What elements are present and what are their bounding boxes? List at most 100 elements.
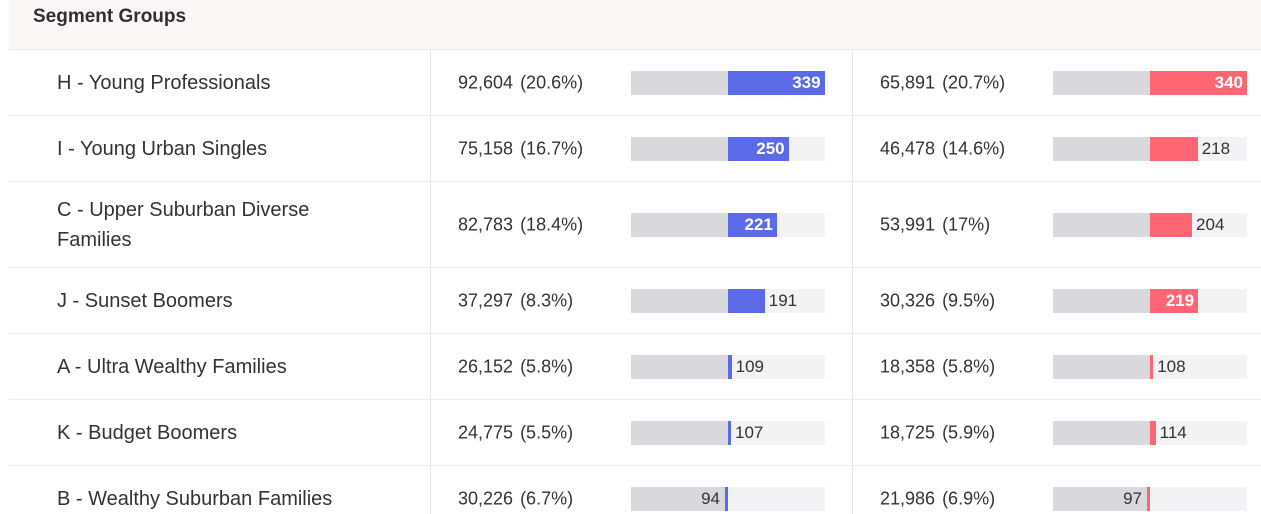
audience-b-count: 46,478 [880, 138, 936, 158]
audience-a-metric: 26,152 (5.8%) [458, 356, 573, 377]
audience-b-index-bar: 114 [1053, 420, 1247, 445]
segment-row[interactable]: K - Budget Boomers 24,775 (5.5%) 107 18,7… [9, 400, 1261, 466]
audience-b-index-value: 219 [1165, 290, 1195, 310]
audience-b-index-bar: 97 [1053, 486, 1247, 511]
segment-row[interactable]: I - Young Urban Singles 75,158 (16.7%) 25… [9, 116, 1261, 182]
audience-a-index-fill [728, 288, 765, 313]
audience-b-percent: (14.6%) [942, 138, 1006, 158]
audience-a-metric: 82,783 (18.4%) [458, 214, 583, 235]
column-divider [852, 116, 853, 181]
audience-a-index-fill [728, 354, 732, 379]
segment-row[interactable]: A - Ultra Wealthy Families 26,152 (5.8%) … [9, 334, 1261, 400]
segment-groups-panel: Segment Groups H - Young Professionals 9… [9, 0, 1261, 514]
column-divider [852, 400, 853, 465]
column-divider [852, 268, 853, 333]
audience-b-metric: 21,986 (6.9%) [880, 488, 995, 509]
audience-b-metric: 18,725 (5.9%) [880, 422, 995, 443]
audience-a-index-value: 250 [756, 138, 785, 158]
column-divider [852, 50, 853, 115]
audience-b-percent: (9.5%) [942, 290, 996, 310]
audience-b-percent: (5.9%) [942, 422, 996, 442]
audience-b-percent: (5.8%) [942, 356, 996, 376]
audience-a-index-value: 221 [744, 214, 773, 234]
audience-b-percent: (17%) [942, 214, 991, 234]
audience-b-count: 18,725 [880, 422, 936, 442]
audience-b-metric: 18,358 (5.8%) [880, 356, 995, 377]
audience-a-count: 92,604 [458, 72, 514, 92]
audience-a-metric: 92,604 (20.6%) [458, 72, 583, 93]
audience-b-index-fill [1150, 420, 1156, 445]
audience-b-metric: 30,326 (9.5%) [880, 290, 995, 311]
audience-b-index-fill [1147, 486, 1150, 511]
audience-a-index-bar: 107 [631, 420, 825, 445]
audience-b-index-bar: 219 [1053, 288, 1247, 313]
column-divider [430, 466, 431, 514]
audience-a-count: 24,775 [458, 422, 514, 442]
column-divider [430, 116, 431, 181]
segment-name: K - Budget Boomers [57, 421, 238, 444]
audience-b-index-value: 97 [1123, 488, 1142, 508]
column-divider [430, 400, 431, 465]
audience-b-index-fill [1150, 212, 1193, 237]
audience-a-count: 26,152 [458, 356, 514, 376]
audience-b-percent: (6.9%) [942, 488, 996, 508]
audience-b-index-bar: 218 [1053, 136, 1247, 161]
audience-b-index-fill [1150, 70, 1247, 95]
audience-a-count: 30,226 [458, 488, 514, 508]
audience-b-index-bar: 340 [1053, 70, 1247, 95]
column-divider [430, 50, 431, 115]
segment-row[interactable]: H - Young Professionals 92,604 (20.6%) 33… [9, 50, 1261, 116]
audience-b-metric: 46,478 (14.6%) [880, 138, 1005, 159]
audience-a-index-value: 191 [768, 290, 798, 310]
audience-a-percent: (6.7%) [520, 488, 574, 508]
segment-row[interactable]: B - Wealthy Suburban Families 30,226 (6.7… [9, 466, 1261, 514]
audience-a-index-bar: 109 [631, 354, 825, 379]
audience-b-index-fill [1150, 354, 1154, 379]
audience-a-count: 82,783 [458, 214, 514, 234]
segment-name: H - Young Professionals [57, 71, 271, 94]
audience-b-index-fill [1150, 288, 1199, 313]
audience-b-index-value: 204 [1196, 214, 1225, 234]
audience-a-count: 75,158 [458, 138, 514, 158]
audience-a-percent: (16.7%) [520, 138, 584, 158]
audience-a-index-fill [728, 212, 777, 237]
column-divider [430, 334, 431, 399]
audience-a-percent: (8.3%) [520, 290, 574, 310]
audience-a-index-value: 339 [792, 72, 821, 92]
audience-b-metric: 65,891 (20.7%) [880, 72, 1005, 93]
segment-groups-header: Segment Groups [9, 0, 1261, 50]
audience-b-index-value: 108 [1157, 356, 1186, 376]
segment-groups-title: Segment Groups [33, 6, 187, 27]
column-divider [430, 268, 431, 333]
audience-a-index-bar: 94 [631, 486, 825, 511]
segment-row[interactable]: C - Upper Suburban Diverse Families 82,7… [9, 182, 1261, 268]
audience-a-metric: 30,226 (6.7%) [458, 488, 573, 509]
audience-a-index-value: 94 [701, 488, 720, 508]
audience-a-index-bar: 191 [631, 288, 825, 313]
audience-b-count: 65,891 [880, 72, 936, 92]
audience-a-count: 37,297 [458, 290, 514, 310]
audience-b-index-value: 340 [1214, 72, 1243, 92]
audience-b-index-value: 218 [1201, 138, 1231, 158]
audience-b-count: 21,986 [880, 488, 936, 508]
audience-b-percent: (20.7%) [942, 72, 1006, 92]
audience-a-index-fill [728, 420, 731, 445]
audience-b-metric: 53,991 (17%) [880, 214, 990, 235]
segment-name: B - Wealthy Suburban Families [57, 487, 333, 510]
audience-a-index-fill [728, 136, 789, 161]
segment-name: J - Sunset Boomers [57, 289, 233, 312]
audience-b-count: 30,326 [880, 290, 936, 310]
column-divider [852, 334, 853, 399]
segment-name: I - Young Urban Singles [57, 137, 268, 160]
audience-b-index-fill [1150, 136, 1198, 161]
segment-name: C - Upper Suburban Diverse Families [57, 198, 310, 251]
audience-a-index-bar: 250 [631, 136, 825, 161]
column-divider [852, 466, 853, 514]
audience-a-index-fill [725, 486, 728, 511]
audience-a-percent: (18.4%) [520, 214, 584, 234]
audience-a-index-value: 109 [735, 356, 764, 376]
audience-a-index-bar: 221 [631, 212, 825, 237]
audience-a-index-fill [728, 70, 825, 95]
audience-b-index-value: 114 [1159, 422, 1187, 442]
segment-row[interactable]: J - Sunset Boomers 37,297 (8.3%) 191 30,3… [9, 268, 1261, 334]
